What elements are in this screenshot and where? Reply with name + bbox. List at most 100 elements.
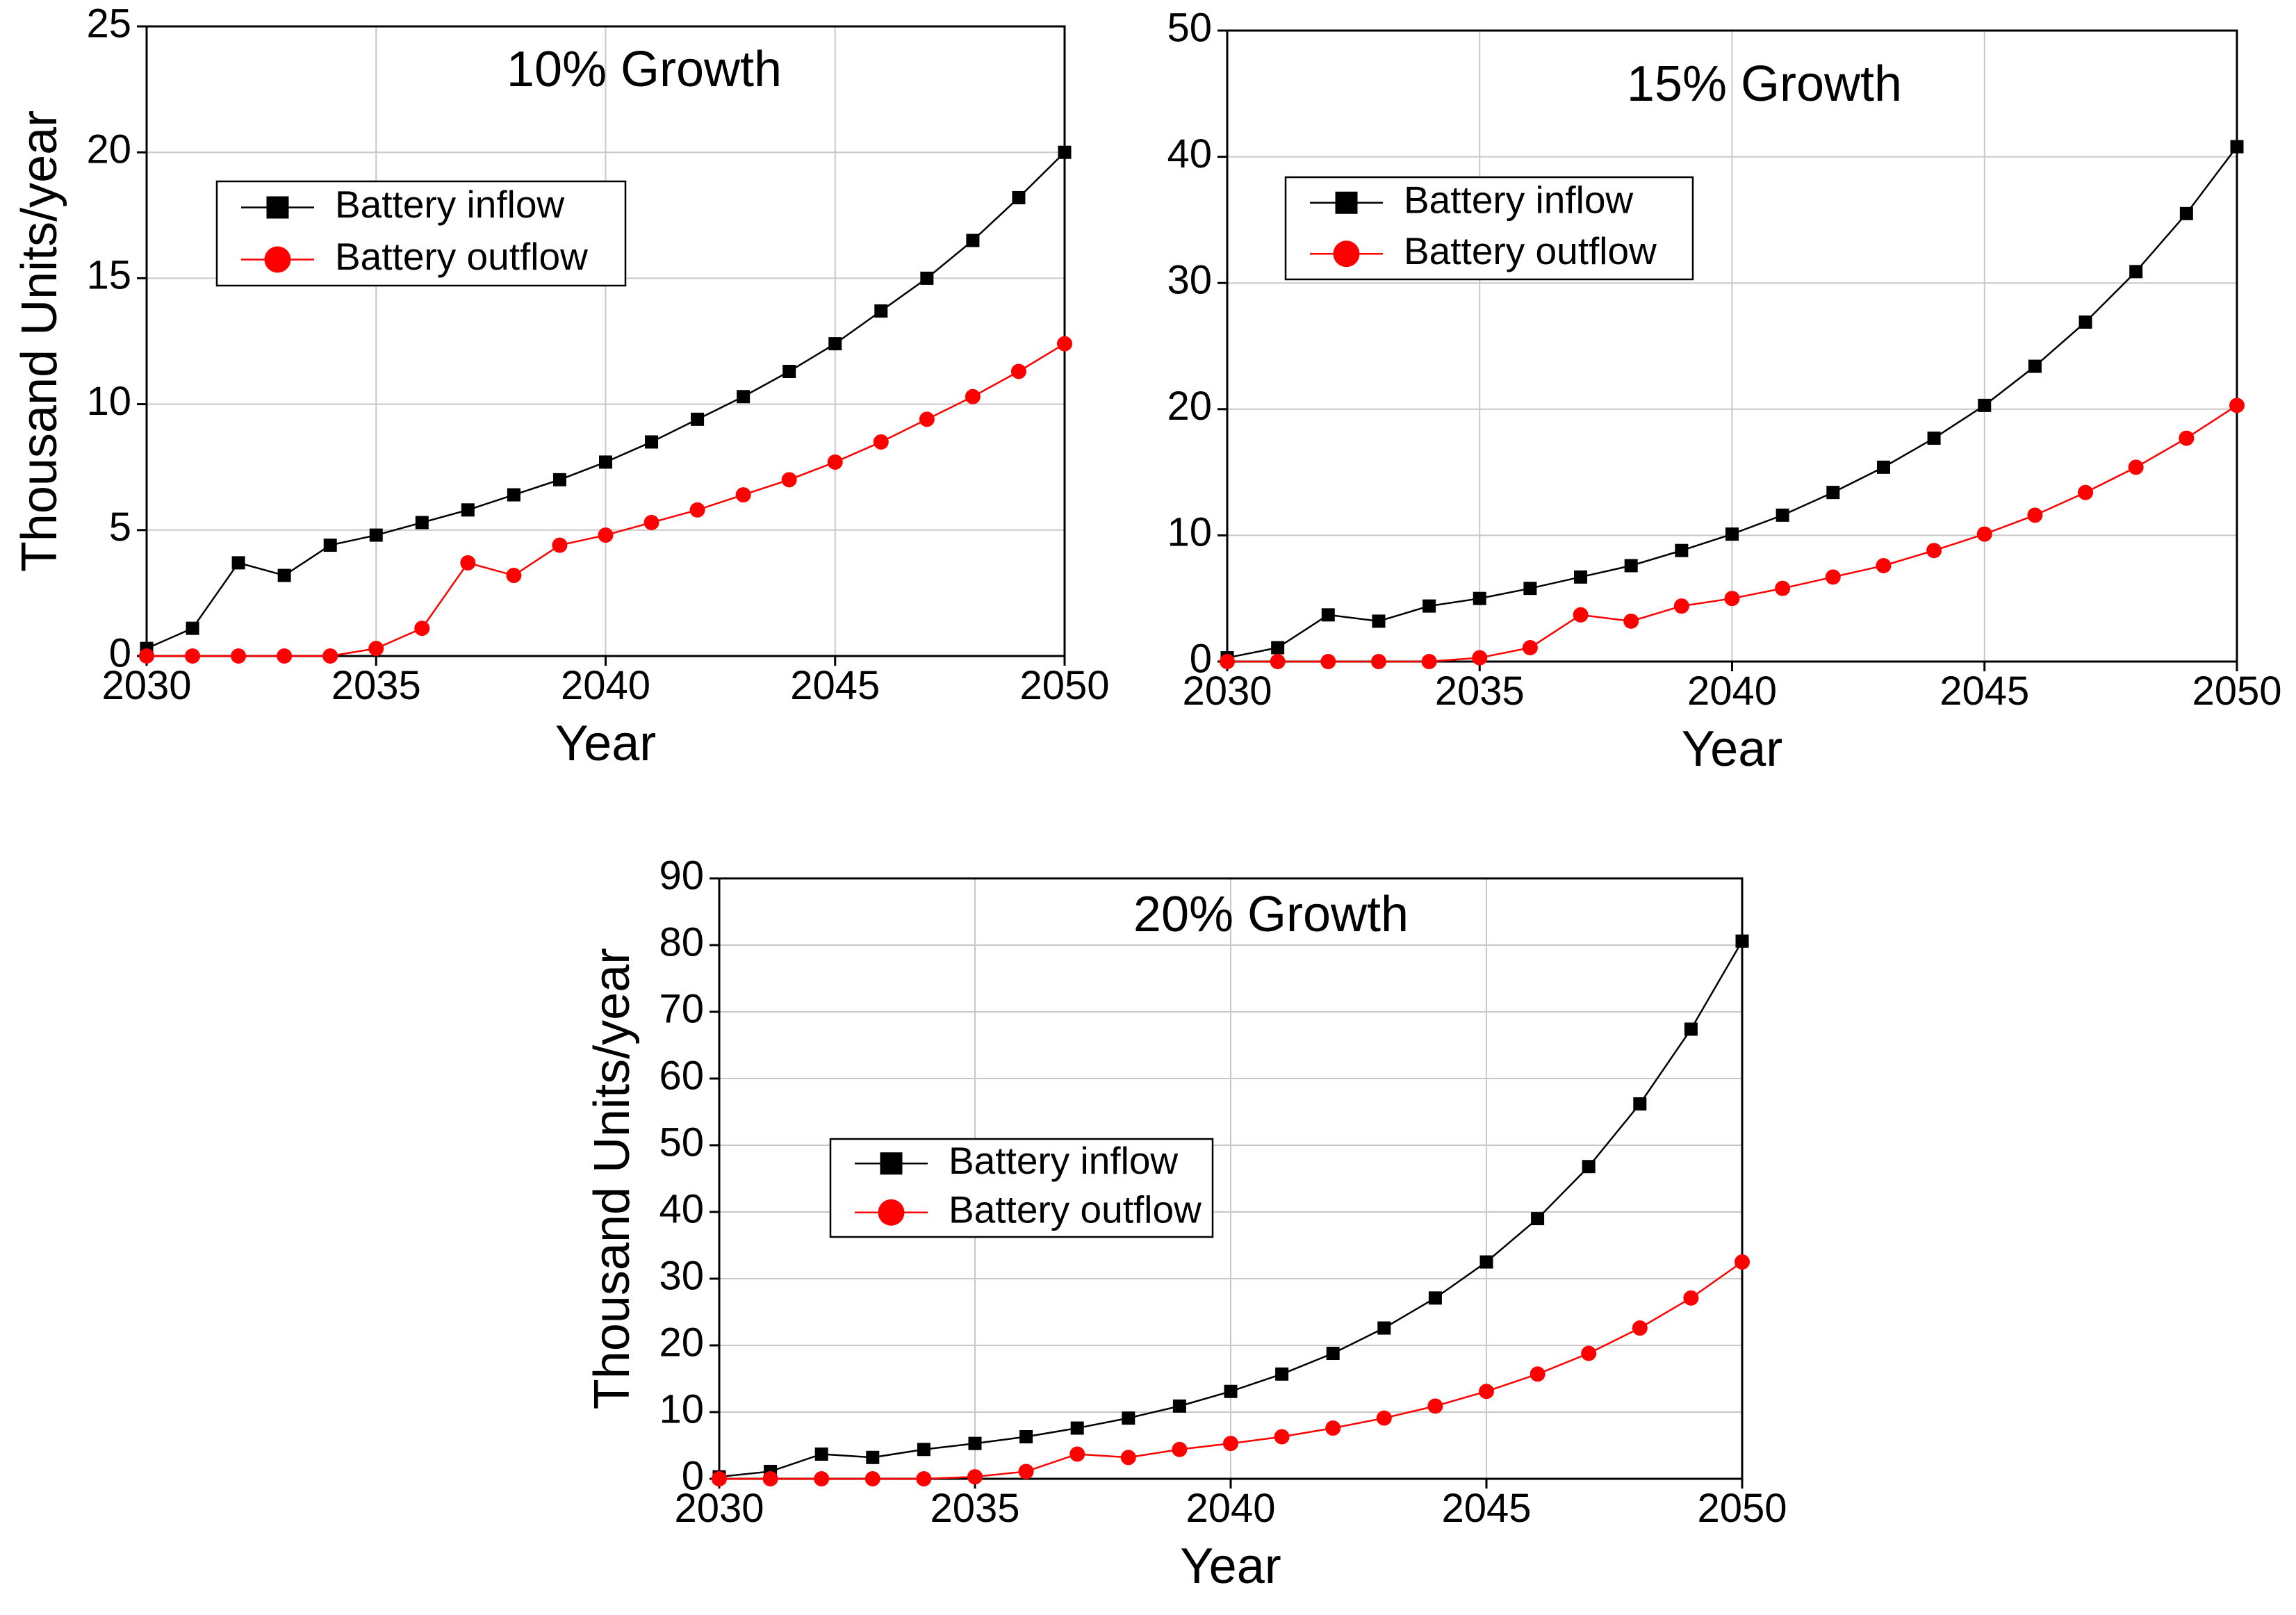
plot-frame [718, 877, 1744, 1480]
data-point [691, 412, 705, 426]
data-point [1624, 559, 1638, 573]
y-axis-title: Thousand Units/year [12, 110, 67, 572]
data-point [552, 537, 568, 553]
data-point [1427, 1398, 1443, 1414]
data-point [866, 1450, 880, 1464]
data-point [1224, 1384, 1238, 1398]
data-point [917, 1443, 930, 1457]
y-axis-title: Thousand Units/year [584, 948, 640, 1409]
y-tick-label: 10 [86, 379, 131, 424]
y-tick-label: 10 [659, 1386, 704, 1432]
data-point [598, 527, 614, 543]
data-point [1172, 1399, 1186, 1413]
data-point [1776, 508, 1789, 522]
data-point [1220, 654, 1235, 669]
data-point [781, 472, 797, 488]
y-tick-label: 80 [659, 919, 704, 965]
data-point [1473, 591, 1486, 605]
data-point [2179, 206, 2193, 220]
data-point [1523, 582, 1537, 596]
data-point [1633, 1097, 1647, 1110]
data-point [2027, 507, 2043, 523]
data-point [828, 337, 842, 351]
data-point [277, 568, 291, 582]
y-tick-label: 90 [659, 853, 704, 898]
x-tick-label: 2045 [1940, 669, 2029, 714]
y-tick-label: 50 [1167, 5, 1212, 50]
data-point [1673, 598, 1689, 614]
y-tick-label: 5 [109, 505, 131, 550]
data-point [2230, 140, 2244, 154]
data-point [1675, 543, 1689, 557]
data-point [1724, 591, 1740, 607]
x-tick-label: 2035 [331, 663, 421, 708]
data-point [368, 641, 384, 657]
data-point [916, 1471, 932, 1486]
data-point [1070, 1421, 1084, 1435]
data-point [1069, 1446, 1085, 1462]
x-tick-label: 2040 [1687, 669, 1777, 714]
x-tick-label: 2050 [2192, 669, 2281, 714]
data-point [186, 621, 199, 635]
data-point [1058, 145, 1072, 159]
data-point [1472, 650, 1488, 666]
data-point [864, 1471, 880, 1486]
data-point [1531, 1212, 1545, 1226]
data-point [1978, 398, 1992, 412]
data-point [461, 503, 475, 517]
data-point [323, 539, 337, 552]
data-point [277, 648, 293, 664]
y-tick-label: 10 [1167, 510, 1212, 555]
data-point [919, 411, 935, 427]
x-tick-label: 2040 [561, 663, 650, 708]
data-point [1377, 1321, 1391, 1335]
y-tick-label: 0 [109, 630, 131, 675]
data-point [1775, 580, 1791, 596]
data-point [2078, 484, 2094, 500]
data-point [814, 1447, 828, 1461]
data-point [735, 487, 751, 503]
data-point [827, 454, 843, 470]
y-tick-label: 50 [659, 1120, 704, 1165]
data-point [1326, 1347, 1340, 1361]
data-point [1479, 1255, 1493, 1269]
data-point [968, 1436, 982, 1450]
data-point [1120, 1450, 1136, 1466]
data-point [1725, 527, 1739, 541]
data-point [1271, 641, 1285, 655]
x-tick-label: 2040 [1186, 1486, 1275, 1531]
data-point [1122, 1411, 1135, 1425]
x-tick-label: 2035 [930, 1486, 1019, 1531]
data-point [1422, 599, 1436, 613]
data-point [1325, 1420, 1341, 1436]
legend-label: Battery outflow [949, 1188, 1202, 1231]
x-tick-label: 2035 [1435, 669, 1525, 714]
data-point [1582, 1160, 1596, 1174]
data-point [1372, 614, 1386, 628]
y-tick-label: 30 [659, 1253, 704, 1298]
data-point [2078, 315, 2092, 329]
data-point [967, 1469, 983, 1485]
data-point [1274, 1429, 1290, 1445]
data-point [1825, 569, 1841, 585]
legend-label: Battery inflow [1404, 178, 1633, 221]
legend-label: Battery outflow [335, 235, 588, 278]
y-tick-label: 25 [86, 1, 131, 46]
data-point [1684, 1022, 1698, 1036]
legend-marker [264, 246, 291, 273]
data-point [415, 516, 429, 530]
y-tick-label: 20 [1167, 384, 1212, 429]
legend-marker [880, 1152, 903, 1175]
x-tick-label: 2030 [101, 663, 191, 708]
plot-frame [1226, 29, 2238, 663]
chart-title: 15% Growth [1627, 56, 1902, 112]
data-point [1057, 336, 1072, 352]
chart-title: 10% Growth [507, 42, 782, 97]
x-axis-title: Year [1180, 1539, 1281, 1594]
y-tick-label: 20 [86, 127, 131, 172]
data-point [231, 648, 247, 664]
data-point [1735, 934, 1749, 948]
data-point [1019, 1430, 1033, 1444]
